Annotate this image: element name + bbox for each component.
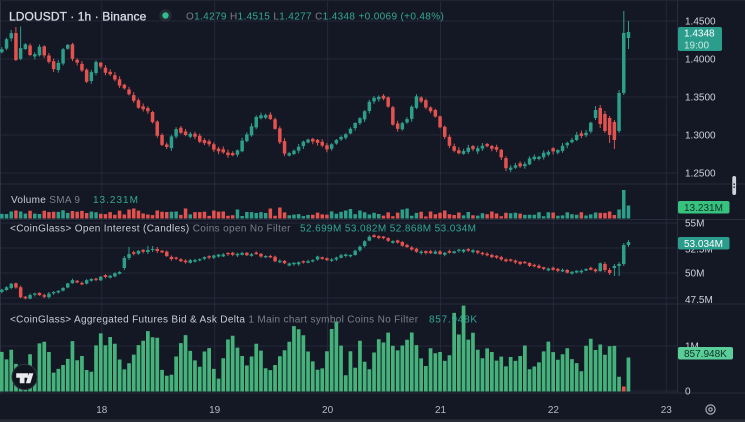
svg-text:18: 18: [96, 405, 108, 416]
svg-text:Volume SMA 9: Volume SMA 9: [11, 195, 80, 206]
svg-text:1.4000: 1.4000: [685, 55, 716, 66]
svg-text:0: 0: [685, 387, 691, 398]
svg-text:21: 21: [435, 405, 447, 416]
svg-text:1.4500: 1.4500: [685, 17, 716, 28]
svg-text:1.4348: 1.4348: [684, 29, 715, 40]
svg-text:47.5M: 47.5M: [685, 295, 713, 306]
svg-text:52.699M 53.082M 52.868M 53.034: 52.699M 53.082M 52.868M 53.034M: [300, 224, 476, 235]
svg-text:19: 19: [209, 405, 221, 416]
svg-text:1.3500: 1.3500: [685, 93, 716, 104]
svg-text:13.231M: 13.231M: [93, 195, 139, 206]
svg-text:13.231M: 13.231M: [684, 203, 723, 214]
svg-text:20: 20: [322, 405, 334, 416]
svg-text:55M: 55M: [685, 219, 704, 230]
svg-text:LDOUSDT · 1h · Binance: LDOUSDT · 1h · Binance: [9, 10, 147, 24]
svg-text:857.948K: 857.948K: [684, 349, 727, 360]
svg-text:23: 23: [661, 405, 673, 416]
svg-text:O1.4279 H1.4515 L1.4277 C1.434: O1.4279 H1.4515 L1.4277 C1.4348 +0.0069 …: [186, 12, 444, 23]
svg-text:50M: 50M: [685, 269, 704, 280]
svg-text:1.3000: 1.3000: [685, 131, 716, 142]
svg-text:<CoinGlass> Open Interest (Can: <CoinGlass> Open Interest (Candles) Coin…: [10, 224, 291, 235]
svg-text:<CoinGlass> Aggregated Futures: <CoinGlass> Aggregated Futures Bid & Ask…: [10, 315, 419, 326]
svg-text:52.5M: 52.5M: [685, 245, 713, 256]
svg-text:19:00: 19:00: [684, 41, 709, 52]
svg-text:22: 22: [548, 405, 560, 416]
svg-text:53.034M: 53.034M: [684, 239, 723, 250]
svg-text:1.2500: 1.2500: [685, 169, 716, 180]
svg-text:857.948K: 857.948K: [429, 315, 478, 326]
